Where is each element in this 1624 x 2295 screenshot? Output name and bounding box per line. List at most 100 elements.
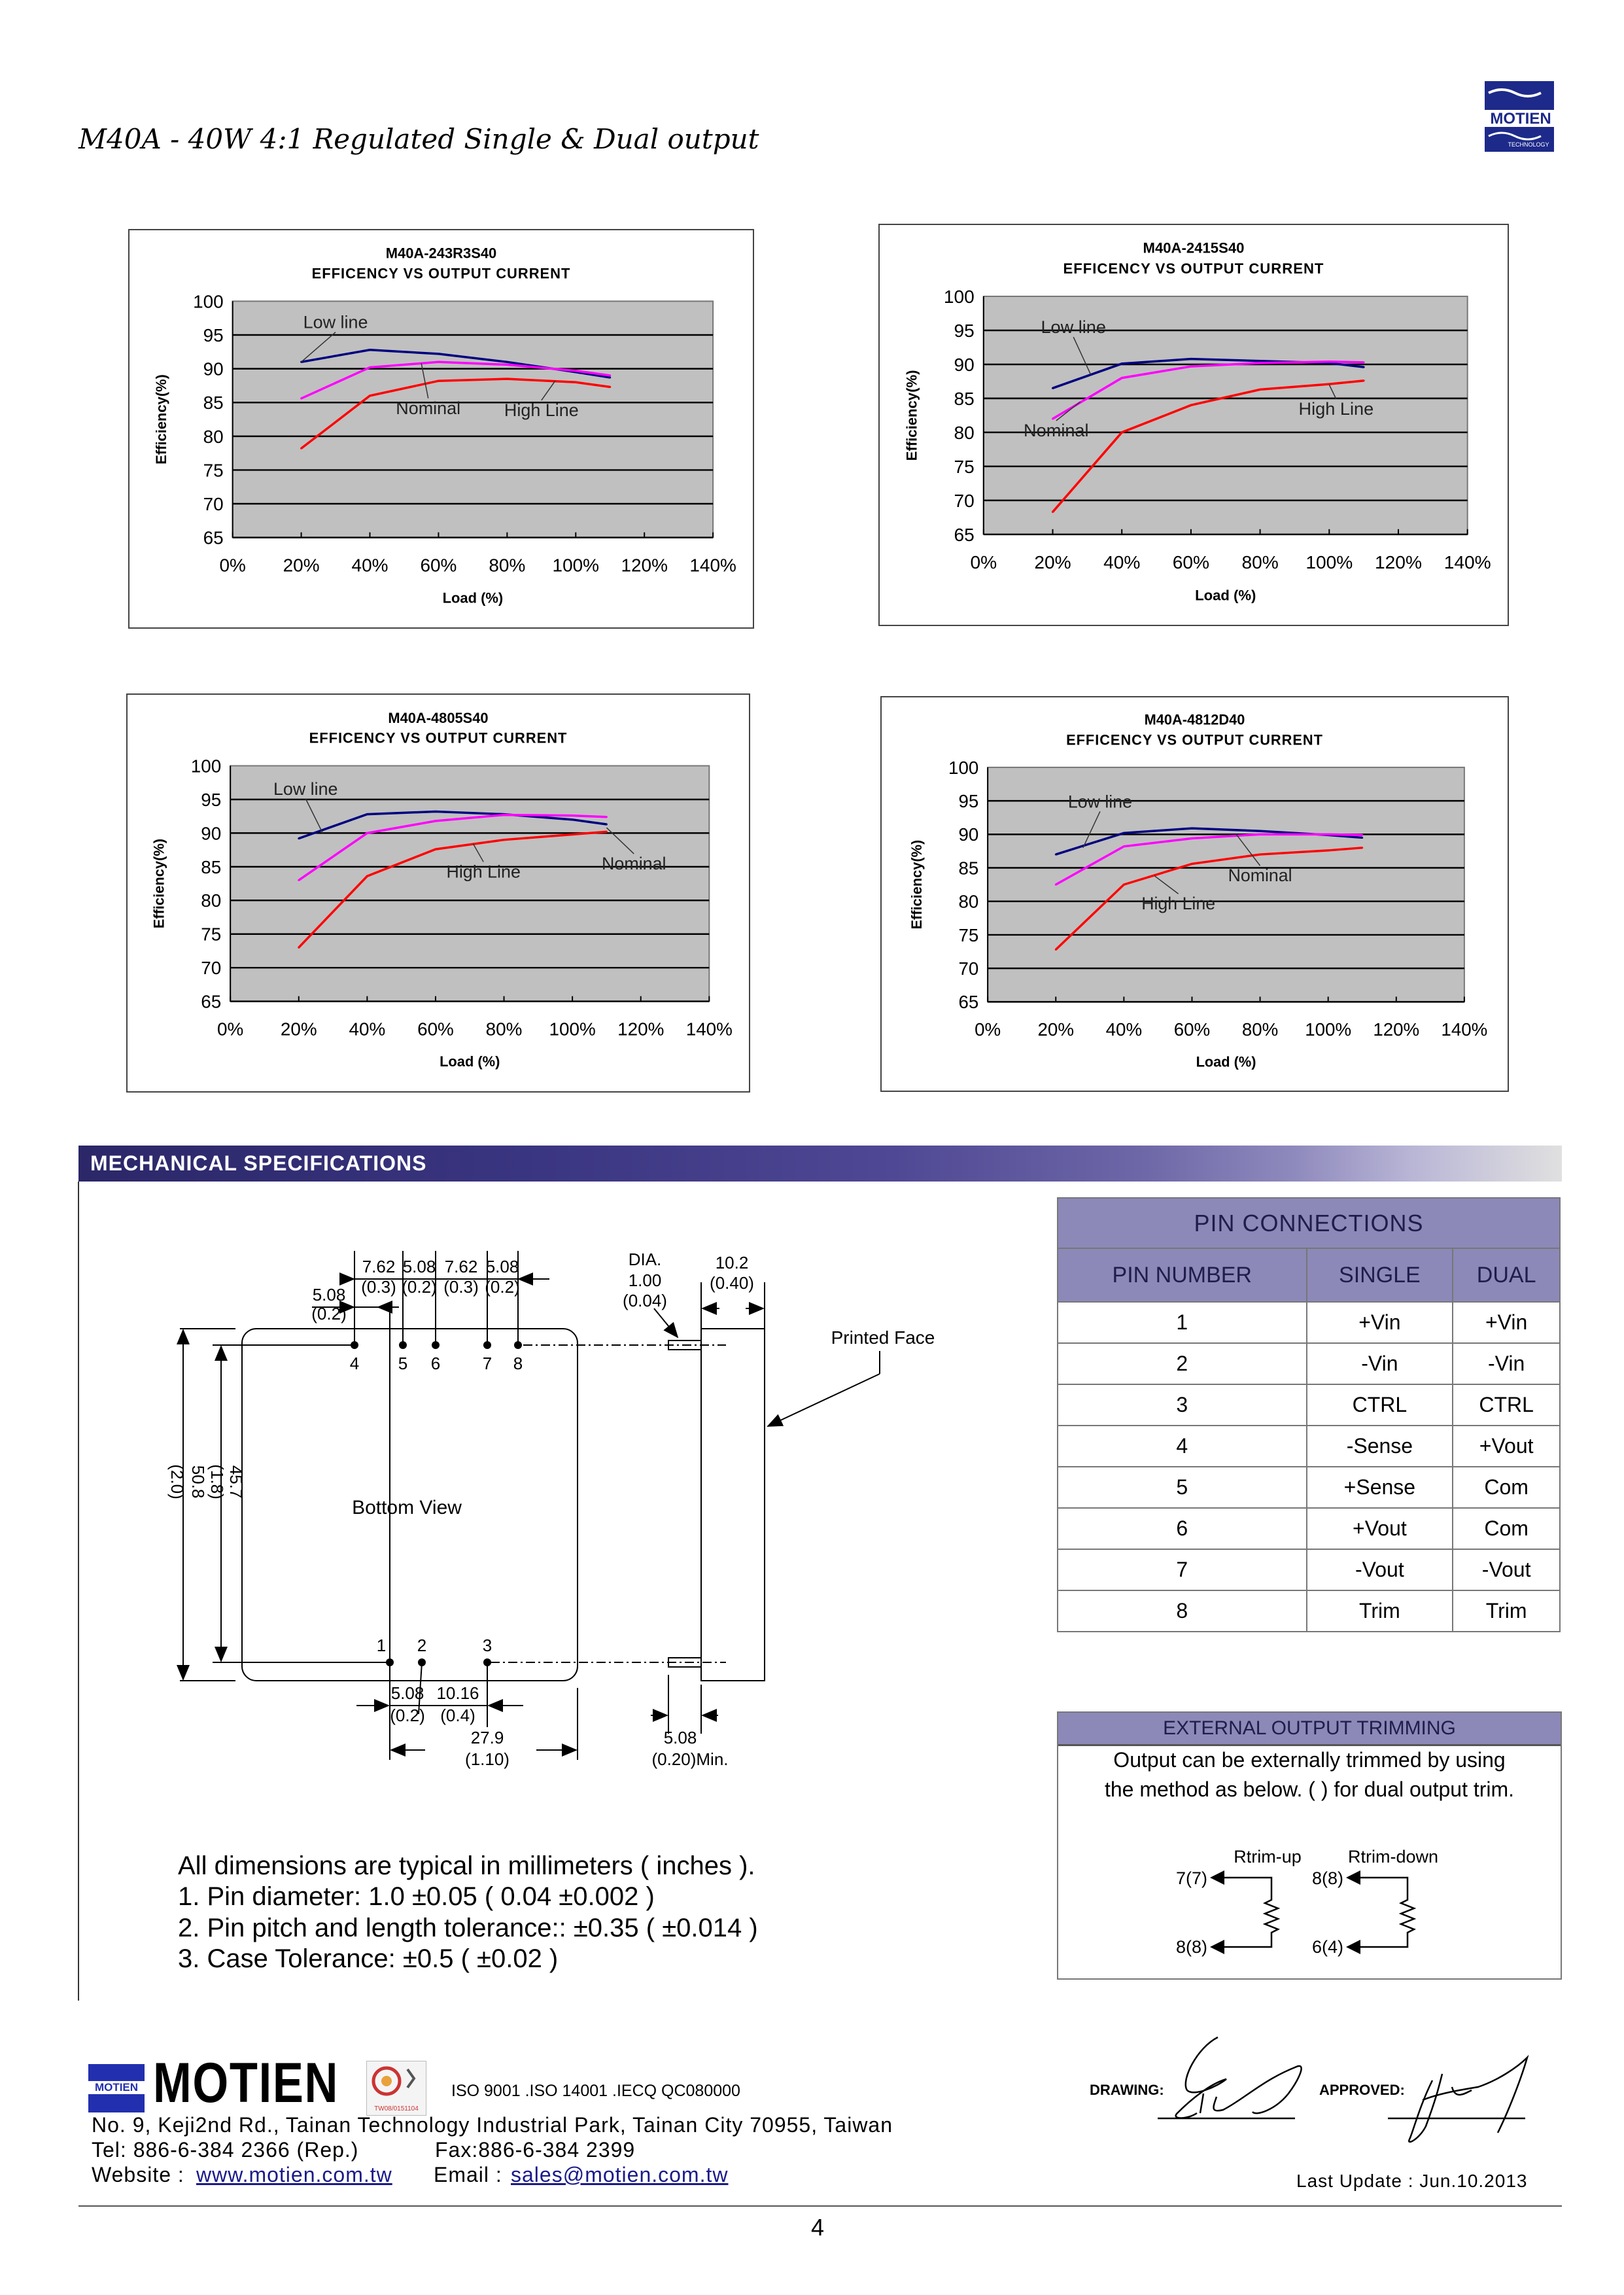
data-point <box>571 815 574 817</box>
series-line-low-line <box>1052 357 1364 389</box>
pin-table-title: PIN CONNECTIONS <box>1057 1197 1561 1249</box>
svg-text:TECHNOLOGY: TECHNOLOGY <box>1508 141 1549 148</box>
data-point <box>300 397 303 400</box>
annotation-leader <box>421 363 429 398</box>
x-tick-label: 0% <box>975 1019 1001 1040</box>
x-tick-label: 20% <box>1038 1019 1074 1040</box>
pin-label: 6 <box>431 1354 440 1373</box>
table-row: 3 CTRL CTRL <box>1057 1384 1561 1426</box>
data-point <box>434 820 437 822</box>
rtrim-up-label: Rtrim-up <box>1234 1847 1302 1866</box>
footer-logo-text: MOTIEN <box>86 2081 147 2094</box>
footer-rule <box>78 2205 1562 2207</box>
data-point <box>574 370 577 372</box>
chart-title: EFFICENCY VS OUTPUT CURRENT <box>312 265 571 281</box>
dim-text: 5.08 <box>486 1257 519 1276</box>
x-tick-label: 120% <box>1375 552 1422 572</box>
dim-text: (0.20)Min. <box>651 1749 728 1769</box>
series-annotation: Nominal <box>396 398 460 418</box>
y-tick-label: 85 <box>203 393 224 413</box>
table-row: 6 +Vout Com <box>1057 1507 1561 1550</box>
data-point <box>503 814 506 816</box>
single-cell: -Vout <box>1305 1549 1454 1591</box>
mechanical-drawing: 4 5 6 7 8 1 2 3 7.62 (0.3) 5.08 (0.2) 7.… <box>167 1250 935 1769</box>
bottom-view-label: Bottom View <box>352 1497 462 1518</box>
single-cell: Trim <box>1305 1590 1454 1632</box>
x-tick-label: 40% <box>349 1019 385 1039</box>
y-tick-label: 95 <box>203 325 224 345</box>
annotation-leader <box>541 380 556 401</box>
rtrim-down-label: Rtrim-down <box>1348 1847 1438 1866</box>
x-tick-label: 100% <box>1305 552 1353 572</box>
x-tick-label: 40% <box>1106 1019 1142 1040</box>
pin-7 <box>483 1341 491 1349</box>
plot-area <box>230 765 710 1002</box>
dim-text: (0.2) <box>390 1706 424 1725</box>
section-divider <box>78 1182 79 2001</box>
data-point <box>366 832 368 834</box>
company-address: No. 9, Keji2nd Rd., Tainan Technology In… <box>92 2113 893 2137</box>
series-annotation: High Line <box>446 862 520 881</box>
table-row: 5 +Sense Com <box>1057 1466 1561 1509</box>
pin-label: 2 <box>417 1636 426 1655</box>
single-cell: +Sense <box>1305 1466 1454 1509</box>
y-tick-label: 100 <box>191 756 221 776</box>
series-line-high-line <box>1055 847 1362 951</box>
printed-face-label: Printed Face <box>831 1327 935 1348</box>
data-point <box>506 360 508 363</box>
pin-number-cell: 2 <box>1057 1342 1307 1385</box>
data-point <box>1120 431 1123 434</box>
dimension-note: All dimensions are typical in millimeter… <box>178 1851 755 1880</box>
data-point <box>300 447 303 449</box>
data-point <box>1054 853 1057 856</box>
x-tick-label: 120% <box>621 555 667 576</box>
efficiency-chart-4805S40: M40A-4805S40 EFFICENCY VS OUTPUT CURRENT 1… <box>126 693 750 1093</box>
data-point <box>1190 862 1193 865</box>
dimension-note: 1. Pin diameter: 1.0 ±0.05 ( 0.04 ±0.002… <box>178 1882 655 1911</box>
website-link[interactable]: www.motien.com.tw <box>196 2163 392 2186</box>
series-annotation: Nominal <box>1024 420 1089 440</box>
annotation-leader <box>606 827 634 854</box>
y-tick-label: 65 <box>201 992 221 1012</box>
dual-cell: Com <box>1452 1507 1561 1550</box>
x-tick-label: 80% <box>1241 552 1278 572</box>
dual-cell: -Vout <box>1452 1549 1561 1591</box>
dual-cell: +Vin <box>1452 1301 1561 1344</box>
resistor-down-icon <box>1351 1876 1417 1948</box>
pin-3 <box>483 1658 491 1666</box>
table-row: 7 -Vout -Vout <box>1057 1549 1561 1591</box>
annotation-leader <box>1056 401 1081 421</box>
series-annotation: Nominal <box>1228 866 1292 885</box>
series-annotation: High Line <box>504 400 579 420</box>
email-link[interactable]: sales@motien.com.tw <box>511 2163 729 2186</box>
data-point <box>1190 827 1193 830</box>
x-tick-label: 40% <box>352 555 389 576</box>
data-point <box>1052 511 1054 514</box>
y-tick-label: 90 <box>954 355 974 375</box>
company-fax: Fax:886-6-384 2399 <box>435 2138 636 2162</box>
x-tick-label: 140% <box>1444 552 1491 572</box>
data-point <box>605 830 608 833</box>
data-point <box>1361 833 1364 836</box>
dual-cell: Trim <box>1452 1590 1561 1632</box>
series-line-nominal <box>298 813 607 881</box>
series-annotation: Nominal <box>602 854 666 873</box>
y-tick-label: 80 <box>954 423 974 443</box>
pin-number-cell: 5 <box>1057 1466 1307 1509</box>
annotation-leader <box>301 332 336 362</box>
single-cell: CTRL <box>1305 1384 1454 1426</box>
certification-seal-icon: TW08/0151104 <box>366 2061 426 2116</box>
chart-model-title: M40A-4812D40 <box>1145 712 1245 728</box>
y-tick-label: 80 <box>201 890 221 911</box>
x-tick-label: 80% <box>489 555 525 576</box>
data-point <box>1259 388 1262 391</box>
data-point <box>1190 365 1192 368</box>
x-tick-label: 140% <box>1441 1019 1487 1040</box>
data-point <box>366 875 368 877</box>
data-point <box>1122 832 1125 834</box>
pin-number-cell: 8 <box>1057 1590 1307 1632</box>
mechanical-section-header: MECHANICAL SPECIFICATIONS <box>78 1146 1562 1182</box>
series-annotation: Low line <box>273 779 338 799</box>
dim-text: 27.9 <box>471 1728 504 1747</box>
data-point <box>437 379 440 382</box>
